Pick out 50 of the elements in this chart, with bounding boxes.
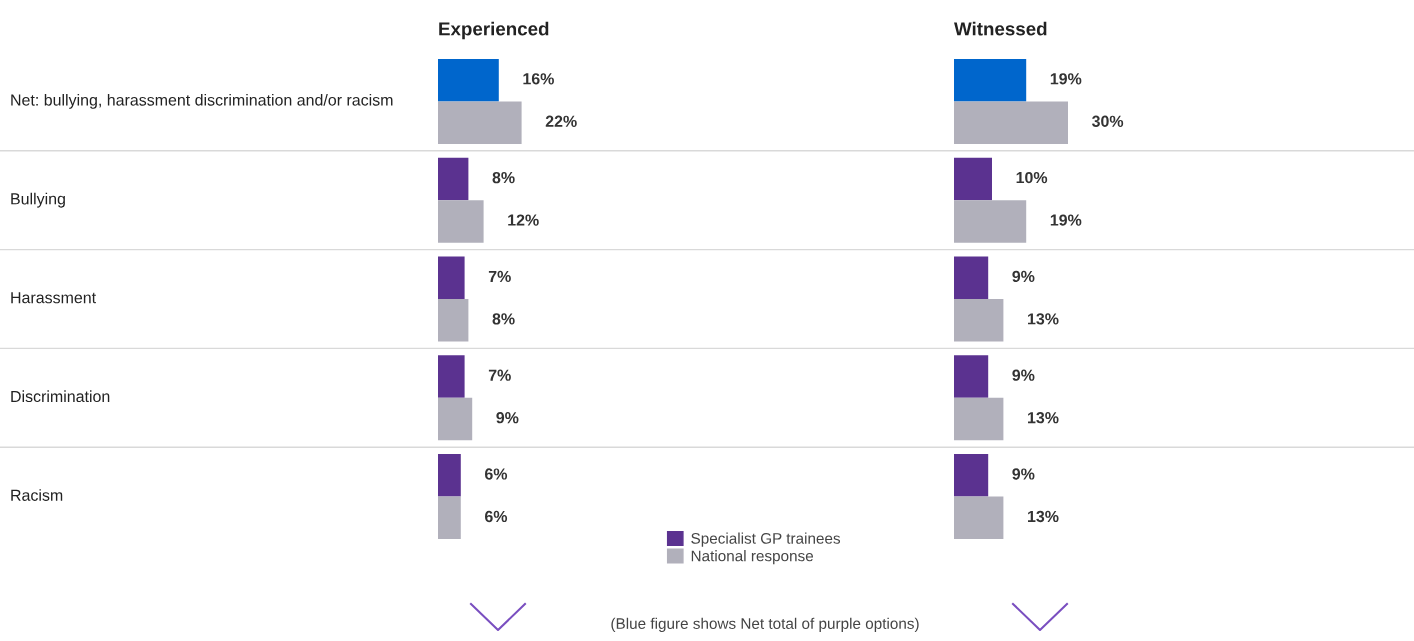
bar <box>954 256 989 299</box>
bar <box>438 397 473 441</box>
data-label: 13% <box>1028 510 1059 523</box>
data-label: 13% <box>1028 412 1059 424</box>
bar <box>438 299 469 342</box>
data-label: 16% <box>523 73 554 85</box>
bar <box>438 256 465 299</box>
data-label: 19% <box>1050 214 1082 226</box>
data-label: 9% <box>1012 369 1035 381</box>
bar <box>954 58 1027 102</box>
y-tick-label: Bullying <box>11 192 65 208</box>
chart-title: Witnessed <box>954 21 1047 36</box>
data-label: 19% <box>1050 73 1082 85</box>
bar <box>438 58 499 102</box>
legend-label: Specialist GP trainees <box>691 532 841 547</box>
bar <box>438 157 469 201</box>
data-label: 8% <box>492 313 515 325</box>
data-label: 7% <box>488 369 511 381</box>
bar <box>954 101 1068 144</box>
legend-label: National response <box>691 550 814 565</box>
bar <box>954 496 1004 540</box>
y-tick-label: Racism <box>11 489 63 501</box>
bar <box>954 157 992 201</box>
bar <box>438 101 522 144</box>
data-label: 6% <box>485 468 508 480</box>
bar <box>438 454 461 497</box>
bar <box>954 454 989 497</box>
bar <box>954 397 1004 441</box>
bar <box>954 355 989 398</box>
data-label: 8% <box>492 171 515 184</box>
data-label: 9% <box>1012 270 1035 283</box>
data-label: 7% <box>488 270 511 283</box>
y-tick-label: Net: bullying, harassment discrimination and/or racism <box>11 93 393 109</box>
bar <box>438 200 484 243</box>
data-label: 30% <box>1091 115 1124 127</box>
y-tick-label: Harassment <box>11 292 96 304</box>
bar <box>438 355 465 398</box>
data-label: 12% <box>508 214 539 226</box>
chart-title: Experienced <box>439 21 549 40</box>
data-label: 9% <box>1012 468 1035 480</box>
text: (Blue figure shows Net total of purple options) <box>611 617 919 632</box>
y-tick-label: Discrimination <box>11 390 110 403</box>
data-label: 6% <box>485 510 508 523</box>
bar <box>438 496 461 540</box>
data-label: 10% <box>1016 171 1048 184</box>
bar <box>954 200 1027 243</box>
bar <box>954 299 1004 342</box>
data-label: 22% <box>545 115 577 127</box>
data-label: 9% <box>496 412 519 424</box>
data-label: 13% <box>1028 313 1059 325</box>
